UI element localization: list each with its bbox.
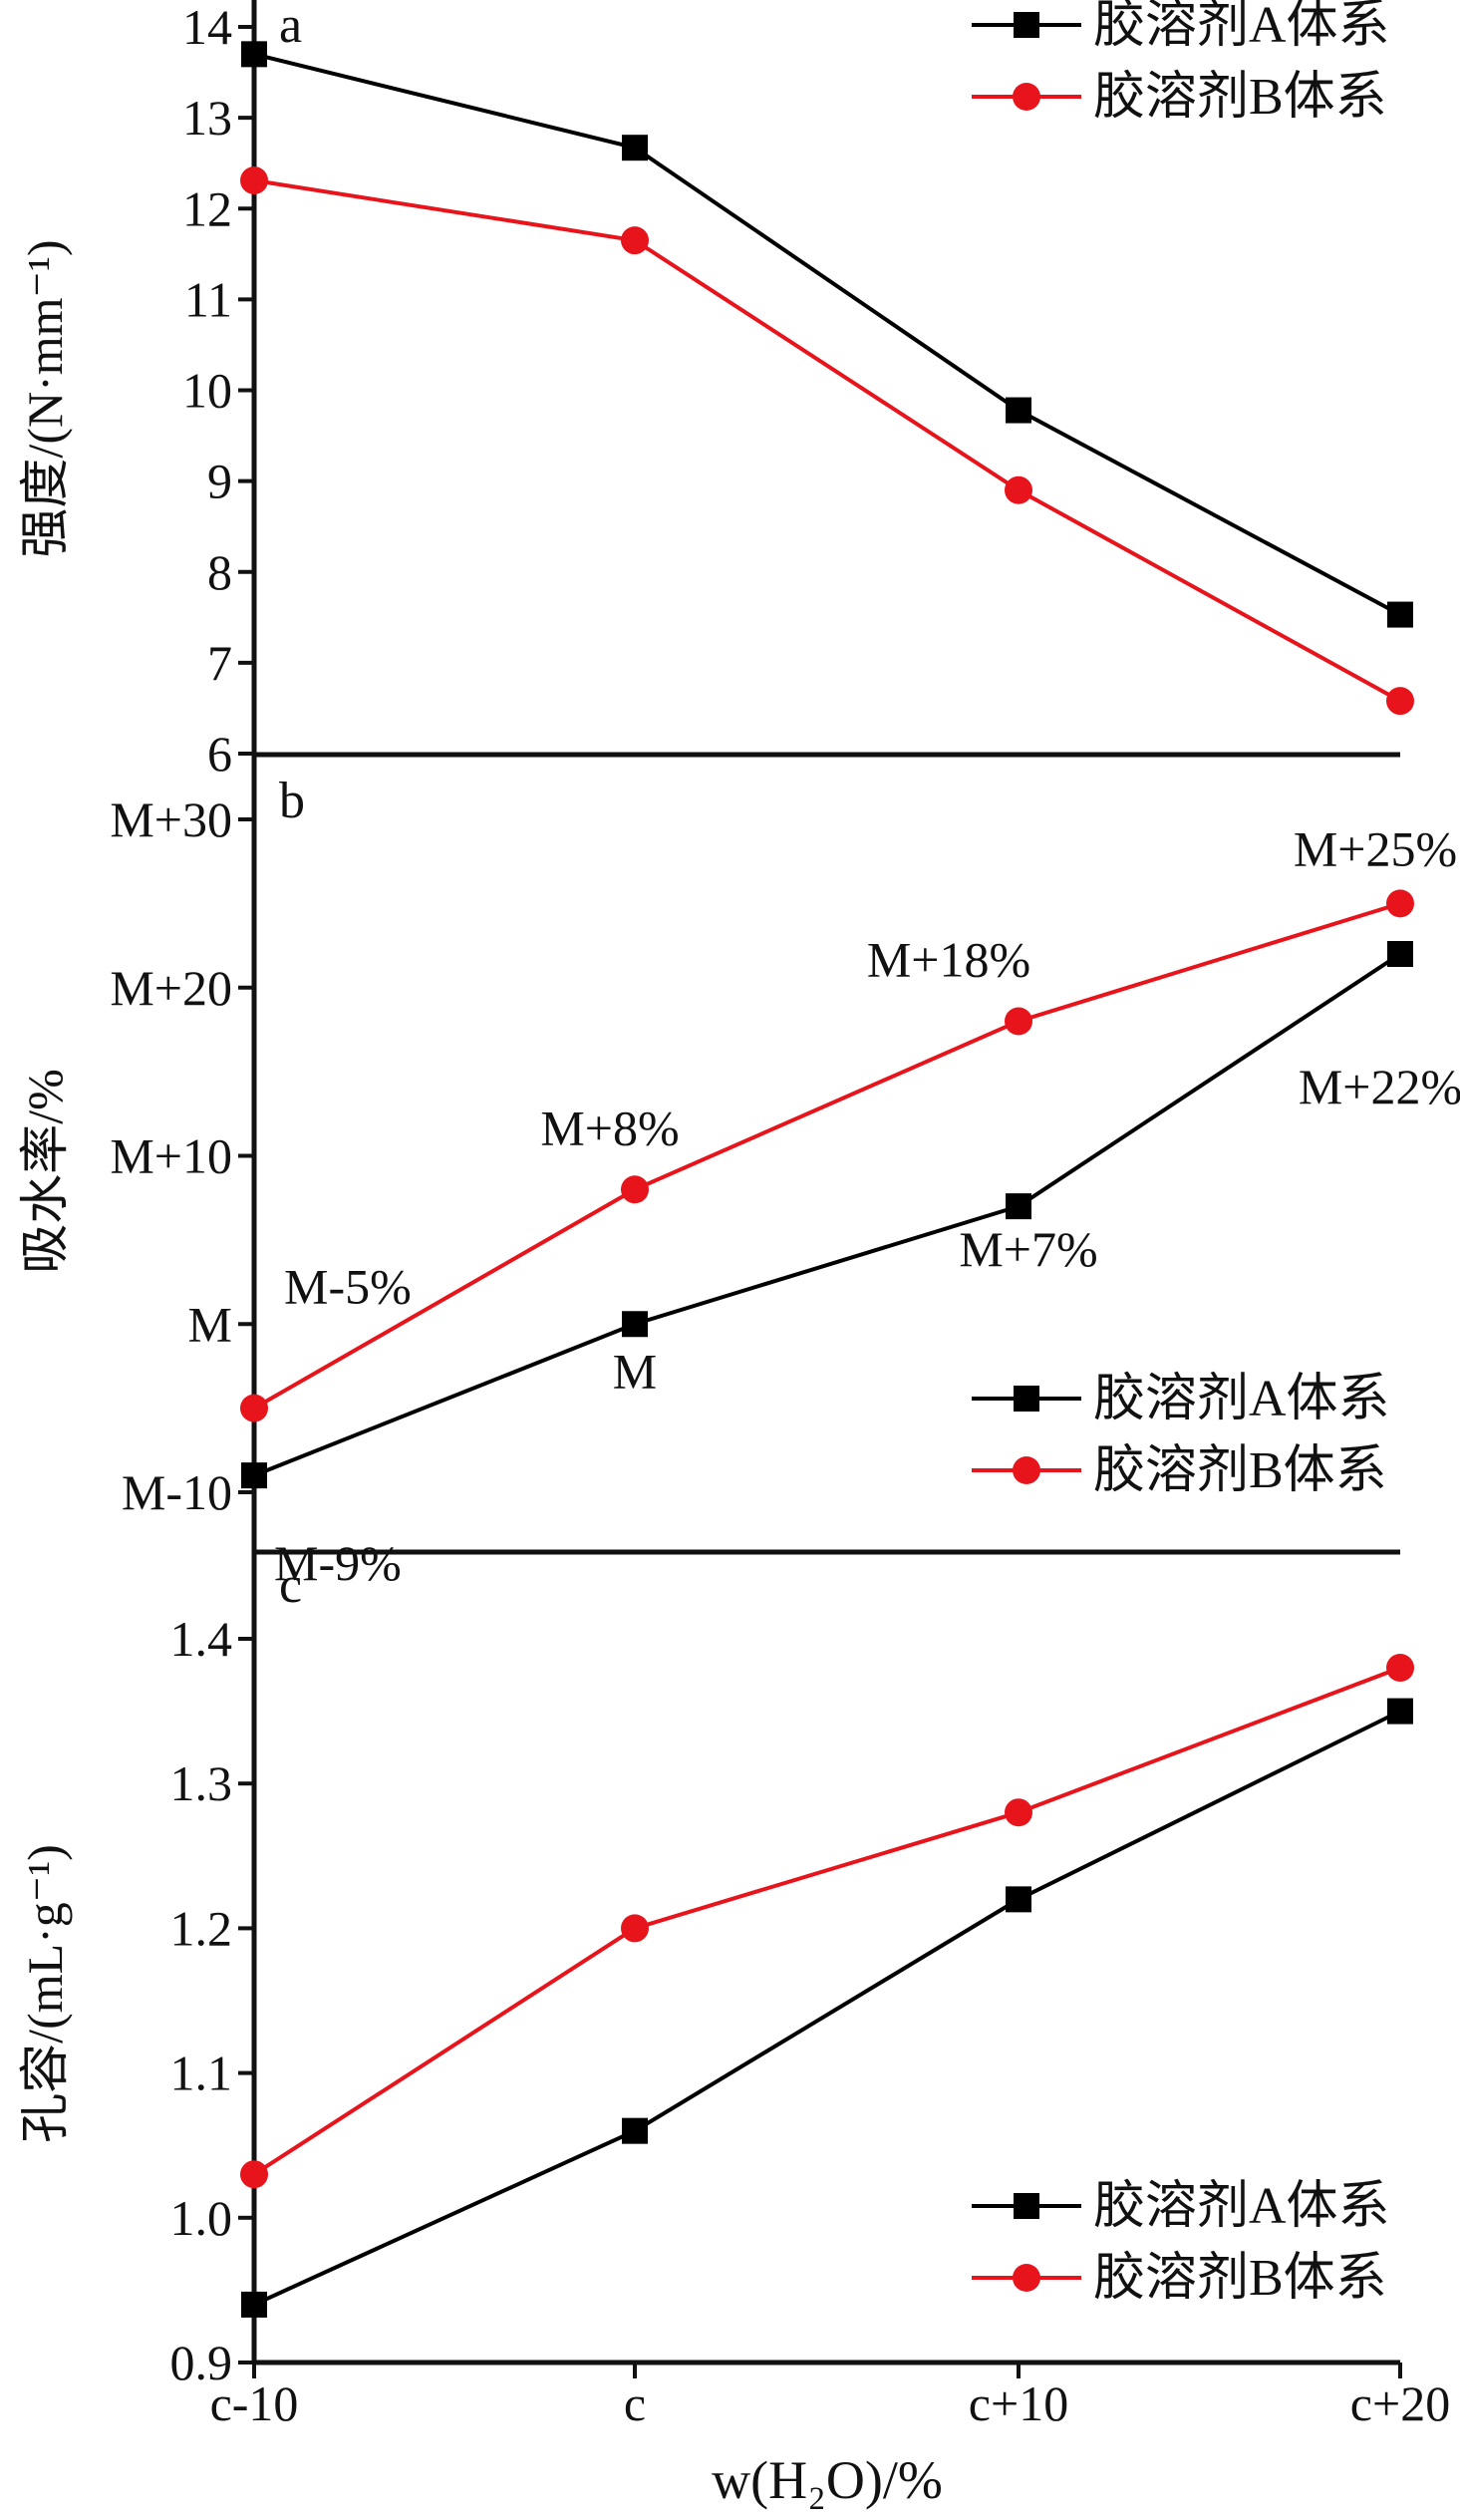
data-point-circle: [1005, 475, 1032, 504]
data-label: M+8%: [540, 1100, 679, 1155]
data-label: M-9%: [274, 1535, 402, 1591]
x-axis-label: w(H₂O)/%: [712, 2450, 943, 2510]
y-tick-label: 1.1: [170, 2046, 233, 2101]
legend-swatch-square: [1014, 12, 1039, 38]
legend-label: 胶溶剂B体系: [1093, 2250, 1387, 2307]
y-tick-label: M+10: [110, 1128, 232, 1184]
y-tick-label: 1.3: [170, 1755, 233, 1811]
data-point-square: [241, 1462, 267, 1489]
data-label: M+7%: [959, 1221, 1097, 1277]
y-tick-label: M+30: [110, 791, 232, 847]
legend-label: 胶溶剂B体系: [1093, 69, 1387, 126]
series-line: [253, 952, 1402, 1477]
legend-label: 胶溶剂A体系: [1093, 1371, 1390, 1427]
panel-letter: b: [279, 773, 305, 829]
data-point-square: [622, 1311, 648, 1338]
legend-swatch-circle: [1013, 83, 1040, 111]
y-axis-label: 强度/(N·mm⁻¹): [17, 239, 73, 557]
y-tick-label: 7: [207, 635, 232, 691]
panel-letter: c: [279, 1557, 302, 1614]
data-point-circle: [621, 1175, 649, 1204]
data-point-circle: [621, 1914, 649, 1943]
x-tick-label: c: [624, 2375, 646, 2431]
data-point-square: [622, 135, 648, 161]
y-tick-label: M+20: [110, 960, 232, 1016]
y-tick-label: 1.2: [170, 1900, 233, 1956]
y-axis-label: 孔容/(mL·g⁻¹): [17, 1844, 73, 2143]
y-tick-label: 1.4: [170, 1611, 233, 1667]
legend-swatch-square: [1014, 2193, 1039, 2219]
legend-label: 胶溶剂B体系: [1093, 1442, 1387, 1499]
data-point-square: [622, 2117, 648, 2144]
y-axis-label: 吸水率/%: [17, 1069, 73, 1274]
series-line: [253, 1709, 1401, 2307]
y-tick-label: 0.9: [170, 2335, 233, 2390]
legend-label: 胶溶剂A体系: [1093, 0, 1390, 54]
y-tick-label: 11: [184, 271, 232, 327]
series-line: [253, 901, 1401, 1411]
series-line: [252, 1666, 1401, 2176]
data-point-circle: [621, 226, 649, 255]
data-point-circle: [1386, 1654, 1414, 1683]
data-point-circle: [240, 1394, 268, 1422]
data-point-circle: [1005, 1798, 1032, 1827]
series-line: [253, 52, 1401, 617]
data-point-square: [1006, 1886, 1031, 1913]
y-tick-label: 12: [182, 180, 232, 236]
data-label: M+25%: [1294, 820, 1457, 876]
legend-swatch-circle: [1013, 1456, 1040, 1484]
data-point-circle: [240, 2160, 268, 2189]
y-tick-label: 13: [182, 90, 232, 146]
panel-letter: a: [279, 0, 302, 54]
series-line: [253, 178, 1401, 703]
y-tick-label: 14: [182, 0, 232, 55]
data-point-square: [241, 2291, 267, 2318]
y-tick-label: 6: [207, 726, 232, 782]
data-point-square: [1387, 1698, 1413, 1725]
legend-swatch-circle: [1013, 2264, 1040, 2292]
data-point-circle: [1005, 1007, 1032, 1036]
y-tick-label: 9: [207, 454, 232, 509]
data-point-circle: [240, 166, 268, 195]
data-point-square: [1006, 397, 1031, 424]
y-tick-label: M: [188, 1296, 232, 1352]
x-tick-label: c-10: [210, 2375, 299, 2431]
y-tick-label: 8: [207, 544, 232, 600]
data-label: M: [613, 1343, 657, 1399]
y-tick-label: M-10: [122, 1464, 232, 1520]
x-tick-label: c+20: [1350, 2375, 1450, 2431]
data-point-square: [1387, 601, 1413, 628]
data-label: M+18%: [867, 932, 1030, 988]
x-tick-label: c+10: [969, 2375, 1068, 2431]
data-label: M-5%: [284, 1259, 412, 1315]
data-point-square: [241, 41, 267, 68]
data-label: M+22%: [1299, 1059, 1460, 1114]
y-tick-label: 1.0: [170, 2190, 233, 2246]
legend-swatch-square: [1014, 1386, 1039, 1412]
legend-label: 胶溶剂A体系: [1093, 2178, 1390, 2235]
data-point-square: [1006, 1193, 1031, 1220]
y-tick-label: 10: [182, 363, 232, 419]
data-point-square: [1387, 941, 1413, 967]
data-point-circle: [1386, 889, 1414, 918]
data-point-circle: [1386, 687, 1414, 716]
